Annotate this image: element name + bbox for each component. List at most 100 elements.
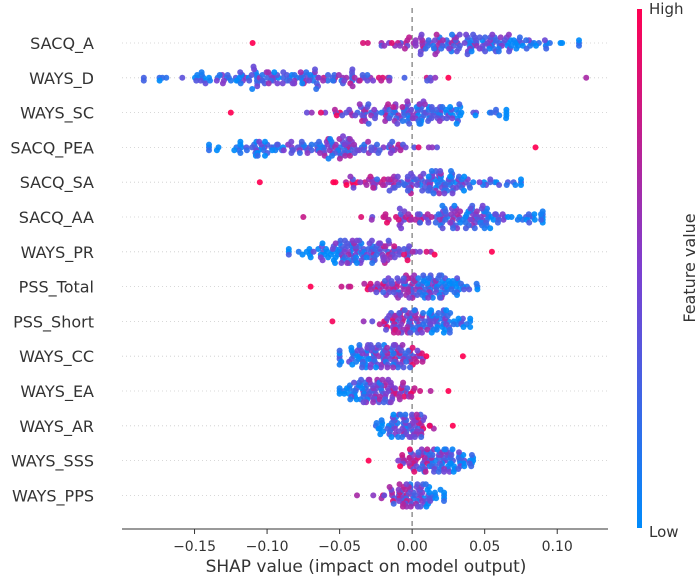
shap-point — [388, 434, 395, 440]
shap-point — [359, 72, 366, 78]
shap-point — [538, 216, 545, 223]
shap-point — [424, 211, 431, 218]
shap-point — [329, 246, 336, 252]
shap-point — [248, 72, 255, 78]
shap-point — [391, 243, 398, 250]
shap-point — [422, 481, 429, 488]
shap-point — [237, 150, 244, 156]
shap-point — [377, 431, 384, 438]
shap-point — [375, 342, 382, 348]
shap-point — [496, 182, 503, 188]
shap-point — [441, 468, 448, 475]
shap-point — [441, 190, 448, 197]
shap-point — [449, 115, 456, 122]
shap-point — [458, 109, 465, 116]
shap-point — [434, 144, 440, 151]
shap-point — [389, 138, 396, 145]
shap-point — [397, 147, 404, 154]
shap-point — [482, 34, 489, 41]
row-grid-lines — [122, 42, 608, 496]
shap-point — [428, 104, 435, 110]
shap-point — [373, 420, 380, 426]
shap-point — [347, 283, 354, 290]
shap-point — [369, 260, 376, 266]
shap-point — [470, 179, 477, 186]
shap-point — [390, 364, 397, 371]
shap-point — [390, 411, 397, 418]
shap-point — [249, 144, 255, 151]
x-tick-label: 0.10 — [542, 539, 573, 555]
shap-point — [425, 219, 432, 226]
shap-point — [431, 489, 438, 496]
shap-point — [430, 190, 437, 197]
shap-point — [341, 77, 348, 84]
shap-point — [325, 155, 332, 162]
shap-point — [394, 120, 401, 127]
shap-point — [437, 168, 444, 174]
shap-point — [505, 214, 512, 220]
shap-point — [445, 74, 452, 81]
shap-point — [437, 486, 444, 493]
shap-point — [453, 120, 460, 127]
shap-point — [412, 37, 419, 44]
shap-point — [380, 399, 387, 406]
shap-point — [202, 80, 209, 87]
shap-point — [348, 344, 355, 351]
shap-point — [473, 208, 480, 215]
shap-point — [310, 248, 317, 255]
shap-point — [470, 31, 477, 38]
shap-point — [447, 104, 454, 110]
shap-point — [349, 66, 356, 73]
shap-point — [384, 344, 391, 351]
shap-point — [460, 452, 467, 458]
shap-point — [358, 214, 365, 220]
shap-point — [423, 248, 430, 255]
shap-point — [513, 45, 520, 52]
shap-point — [399, 104, 406, 110]
shap-point — [411, 468, 418, 475]
shap-point — [285, 251, 292, 258]
shap-point — [523, 37, 530, 44]
shap-point — [378, 109, 385, 116]
shap-point — [413, 358, 420, 365]
shap-point — [424, 77, 431, 84]
shap-point — [351, 379, 357, 386]
feature-label: SACQ_A — [30, 34, 94, 54]
shap-point — [467, 216, 473, 223]
x-tick-label: 0.05 — [469, 539, 500, 555]
shap-point — [512, 182, 519, 188]
shap-point — [271, 69, 278, 76]
shap-point — [406, 434, 413, 440]
shap-point — [489, 31, 496, 38]
shap-point — [219, 80, 226, 87]
shap-point — [256, 138, 263, 145]
shap-point — [312, 66, 318, 73]
shap-point — [493, 106, 499, 113]
shap-point — [347, 152, 353, 159]
shap-point — [347, 173, 354, 180]
shap-point — [436, 118, 443, 124]
shap-point — [353, 358, 360, 365]
shap-point — [467, 315, 474, 322]
shap-point — [367, 342, 374, 348]
shap-point — [473, 280, 480, 287]
shap-point — [468, 463, 475, 470]
shap-point — [361, 280, 368, 287]
shap-point — [350, 184, 357, 191]
shap-point — [330, 179, 337, 186]
shap-point — [351, 141, 358, 148]
shap-point — [425, 294, 432, 301]
shap-point — [288, 138, 295, 145]
shap-point — [303, 109, 310, 116]
shap-point — [420, 310, 427, 316]
shap-point — [337, 237, 344, 244]
shap-point — [426, 275, 432, 282]
shap-point — [435, 310, 442, 316]
shap-point — [384, 364, 391, 371]
shap-point — [422, 45, 429, 52]
shap-point — [415, 144, 422, 151]
shap-point — [418, 31, 425, 38]
shap-point — [446, 468, 453, 475]
shap-point — [476, 45, 483, 52]
